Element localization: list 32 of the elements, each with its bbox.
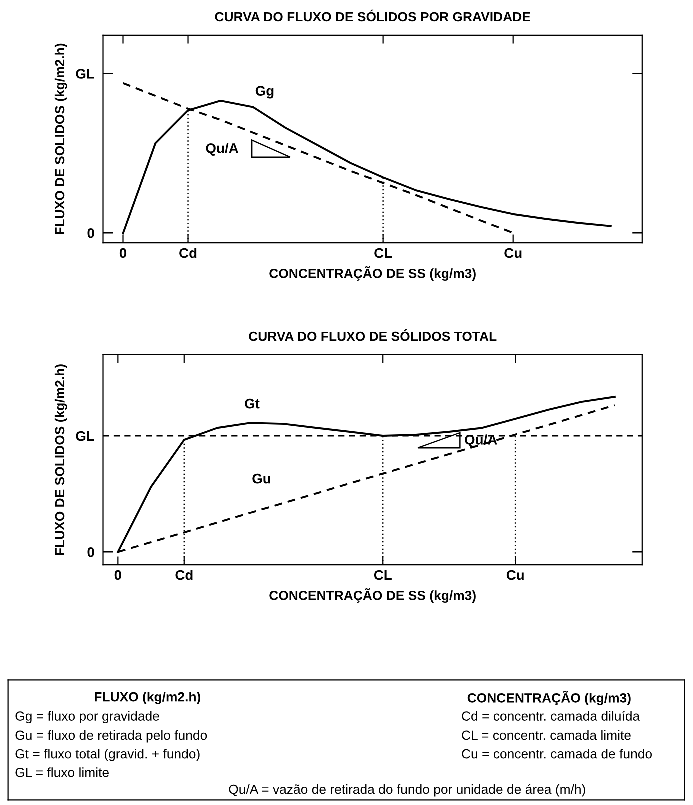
y-axis-title: FLUXO DE SOLIDOS (kg/m2.h) <box>54 44 68 234</box>
text: Gg = fluxo por gravidade <box>16 711 160 724</box>
chart-title: CURVA DO FLUXO DE SÓLIDOS TOTAL <box>249 329 497 342</box>
ref-line-label: 0 <box>88 228 94 238</box>
text: Cd = concentr. camada diluída <box>462 711 640 721</box>
x-tick-label: 0 <box>120 248 127 258</box>
y-axis-title: FLUXO DE SOLIDOS (kg/m2.h) <box>54 364 68 556</box>
x-tick-label: Cu <box>504 248 522 258</box>
text: CL = concentr. camada limite <box>462 730 631 740</box>
text: GL = fluxo limite <box>16 768 109 778</box>
x-tick-label: Cd <box>180 248 197 258</box>
x-tick-label: CL <box>374 248 392 258</box>
text: CONCENTRAÇÃO (kg/m3) <box>468 690 631 706</box>
x-axis-title: CONCENTRAÇÃO DE SS (kg/m3) <box>270 266 476 282</box>
ref-line-label: GL <box>76 69 94 79</box>
x-tick-label: Cd <box>176 570 193 580</box>
x-tick-label: Cu <box>506 570 524 580</box>
series-label: Gt <box>245 398 260 409</box>
text: Gu = fluxo de retirada pelo fundo <box>16 730 208 743</box>
ref-line-label: GL <box>76 431 94 442</box>
series-label: Gg <box>256 86 274 99</box>
text: FLUXO (kg/m2.h) <box>95 692 201 704</box>
ref-line-label: 0 <box>88 548 94 558</box>
text: Cu = concentr. camada de fundo <box>462 749 652 759</box>
x-tick-label: 0 <box>114 570 122 580</box>
text: Gt = fluxo total (gravid. + fundo) <box>16 749 200 762</box>
series-label: Gu <box>252 474 270 484</box>
x-axis-title: CONCENTRAÇÃO DE SS (kg/m3) <box>270 588 476 604</box>
chart-title: CURVA DO FLUXO DE SÓLIDOS POR GRAVIDADE <box>215 10 530 22</box>
x-tick-label: CL <box>374 570 392 580</box>
text: Qu/A = vazão de retirada do fundo por unidade de área (m/h) <box>229 784 586 797</box>
annotation: Qu/A <box>206 143 239 156</box>
